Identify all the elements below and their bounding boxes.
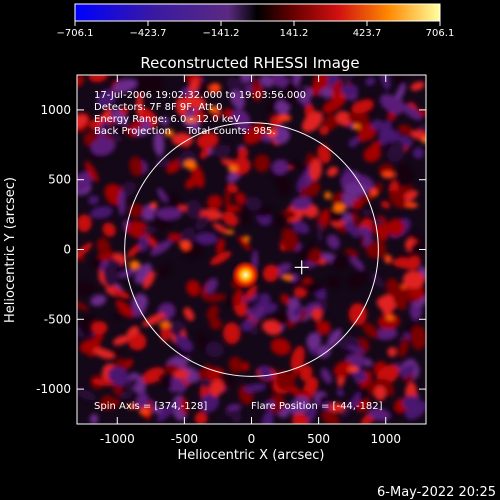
flare-position-label: Flare Position = [-44,-182] bbox=[251, 401, 383, 412]
x-tick-label: 1000 bbox=[370, 432, 401, 446]
colorbar-tick-label: 141.2 bbox=[280, 28, 309, 39]
y-tick-label: 0 bbox=[63, 243, 71, 257]
y-tick-label: 500 bbox=[48, 173, 71, 187]
solar-limb-circle bbox=[124, 122, 379, 377]
x-tick-label: 0 bbox=[248, 432, 256, 446]
footer-date: 6-May-2022 20:25 bbox=[377, 485, 496, 500]
axes: -1000 -500 0 500 1000 -1000 -500 0 500 1000 bbox=[36, 75, 426, 446]
spin-axis-marker bbox=[294, 260, 309, 275]
x-tick-label: 500 bbox=[307, 432, 330, 446]
y-axis-label: Heliocentric Y (arcsec) bbox=[3, 177, 18, 323]
heatmap-image bbox=[77, 75, 426, 424]
annotation-method: Back Projection Total counts: 985. bbox=[94, 126, 276, 137]
x-tick-label: -500 bbox=[171, 432, 198, 446]
colorbar-tick-label: −423.7 bbox=[129, 28, 166, 39]
annotation-time: 17-Jul-2006 19:02:32.000 to 19:03:56.000 bbox=[94, 90, 306, 101]
y-tick-label: -1000 bbox=[36, 382, 71, 396]
colorbar-ticks: −706.1 −423.7 −141.2 141.2 423.7 706.1 bbox=[56, 21, 454, 39]
spin-axis-label: Spin Axis = [374,-128] bbox=[94, 401, 207, 412]
colorbar-tick-label: 423.7 bbox=[353, 28, 382, 39]
y-tick-label: 1000 bbox=[40, 103, 71, 117]
x-axis-label: Heliocentric X (arcsec) bbox=[178, 448, 325, 463]
annotation-energy: Energy Range: 6.0 - 12.0 keV bbox=[94, 114, 240, 125]
x-tick-label: -1000 bbox=[100, 432, 135, 446]
flare-source bbox=[231, 260, 260, 289]
colorbar-tick-label: −141.2 bbox=[202, 28, 239, 39]
colorbar bbox=[74, 3, 441, 22]
annotation-detectors: Detectors: 7F 8F 9F, Att 0 bbox=[94, 102, 222, 113]
colorbar-tick-label: −706.1 bbox=[56, 28, 93, 39]
chart-title: Reconstructed RHESSI Image bbox=[140, 54, 359, 72]
colorbar-tick-label: 706.1 bbox=[426, 28, 455, 39]
y-tick-label: -500 bbox=[44, 312, 71, 326]
